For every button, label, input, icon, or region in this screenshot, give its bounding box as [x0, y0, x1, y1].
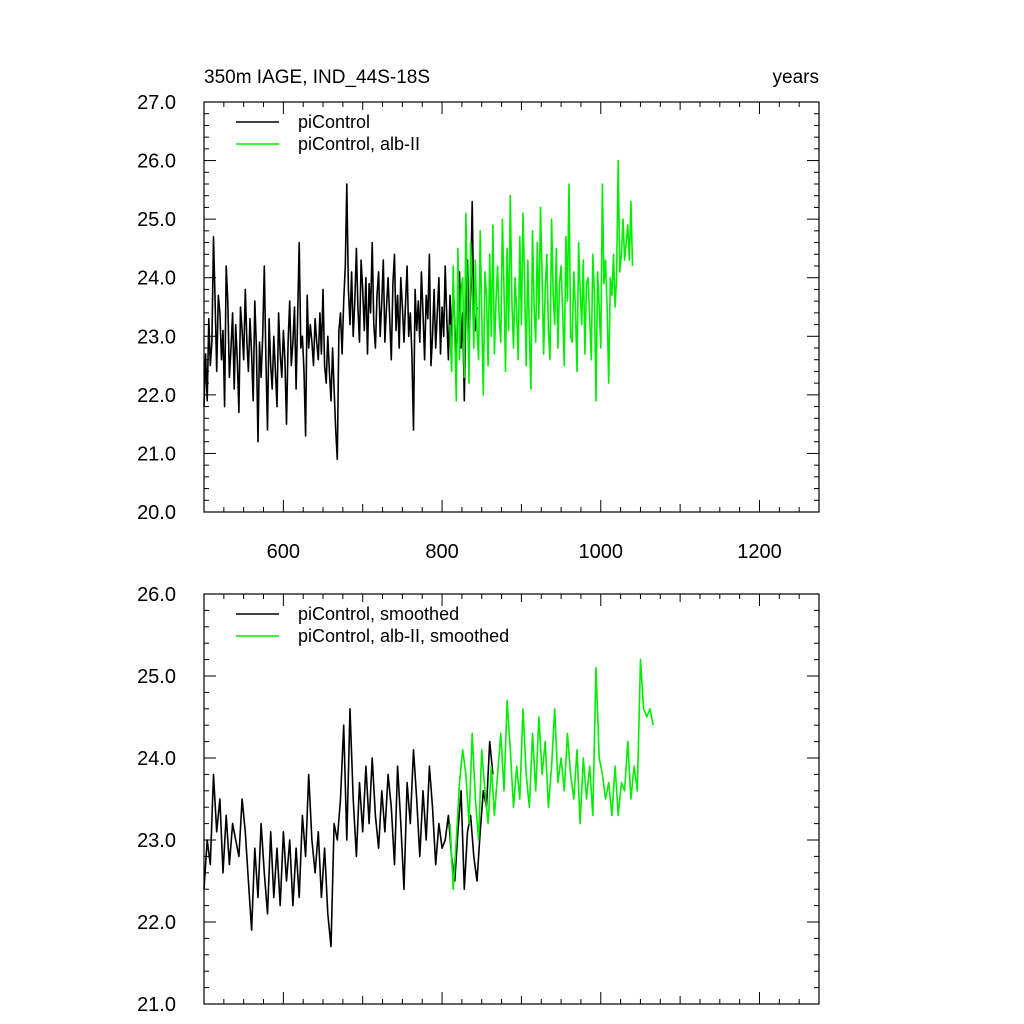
- y-tick-label: 23.0: [137, 326, 176, 348]
- x-tick-label: 1200: [737, 541, 782, 563]
- x-tick-label: 600: [267, 541, 300, 563]
- chart-title: 350m IAGE, IND_44S-18S: [204, 67, 430, 88]
- bottom-panel-series: [203, 658, 654, 948]
- x-tick-label: 1000: [579, 541, 624, 563]
- y-tick-label: 21.0: [137, 994, 176, 1016]
- series-line: [203, 183, 478, 461]
- y-tick-label: 25.0: [137, 209, 176, 231]
- top-panel: 350m IAGE, IND_44S-18S years 20.0 21.0 22.…: [137, 67, 820, 563]
- bottom-panel-frame: [203, 593, 820, 1005]
- legend-label: piControl, alb-II, smoothed: [298, 626, 509, 646]
- series-line: [203, 707, 494, 948]
- bottom-panel-ticks: 21.0 22.0 23.0 24.0 25.0 26.0: [137, 584, 820, 1016]
- top-panel-frame: [203, 101, 820, 513]
- x-tick-label: 800: [425, 541, 458, 563]
- y-tick-label: 27.0: [137, 92, 176, 114]
- chart-right-title: years: [773, 67, 819, 88]
- y-tick-label: 24.0: [137, 748, 176, 770]
- legend-label: piControl: [298, 112, 370, 132]
- y-tick-label: 24.0: [137, 268, 176, 290]
- series-line: [449, 658, 654, 891]
- top-panel-ticks: 20.0 21.0 22.0 23.0 24.0 25.0 26.0 27.0 600 800 10…: [137, 92, 820, 563]
- series-line: [449, 159, 634, 402]
- y-tick-label: 26.0: [137, 584, 176, 606]
- y-tick-label: 25.0: [137, 666, 176, 688]
- y-tick-label: 22.0: [137, 912, 176, 934]
- y-tick-label: 20.0: [137, 502, 176, 524]
- y-tick-label: 23.0: [137, 830, 176, 852]
- legend-label: piControl, alb-II: [298, 134, 420, 154]
- y-tick-label: 22.0: [137, 385, 176, 407]
- bottom-panel: 21.0 22.0 23.0 24.0 25.0 26.0 piControl, smoo…: [137, 584, 820, 1016]
- y-tick-label: 26.0: [137, 151, 176, 173]
- top-panel-series: [203, 159, 634, 461]
- y-tick-label: 21.0: [137, 443, 176, 465]
- legend-label: piControl, smoothed: [298, 604, 459, 624]
